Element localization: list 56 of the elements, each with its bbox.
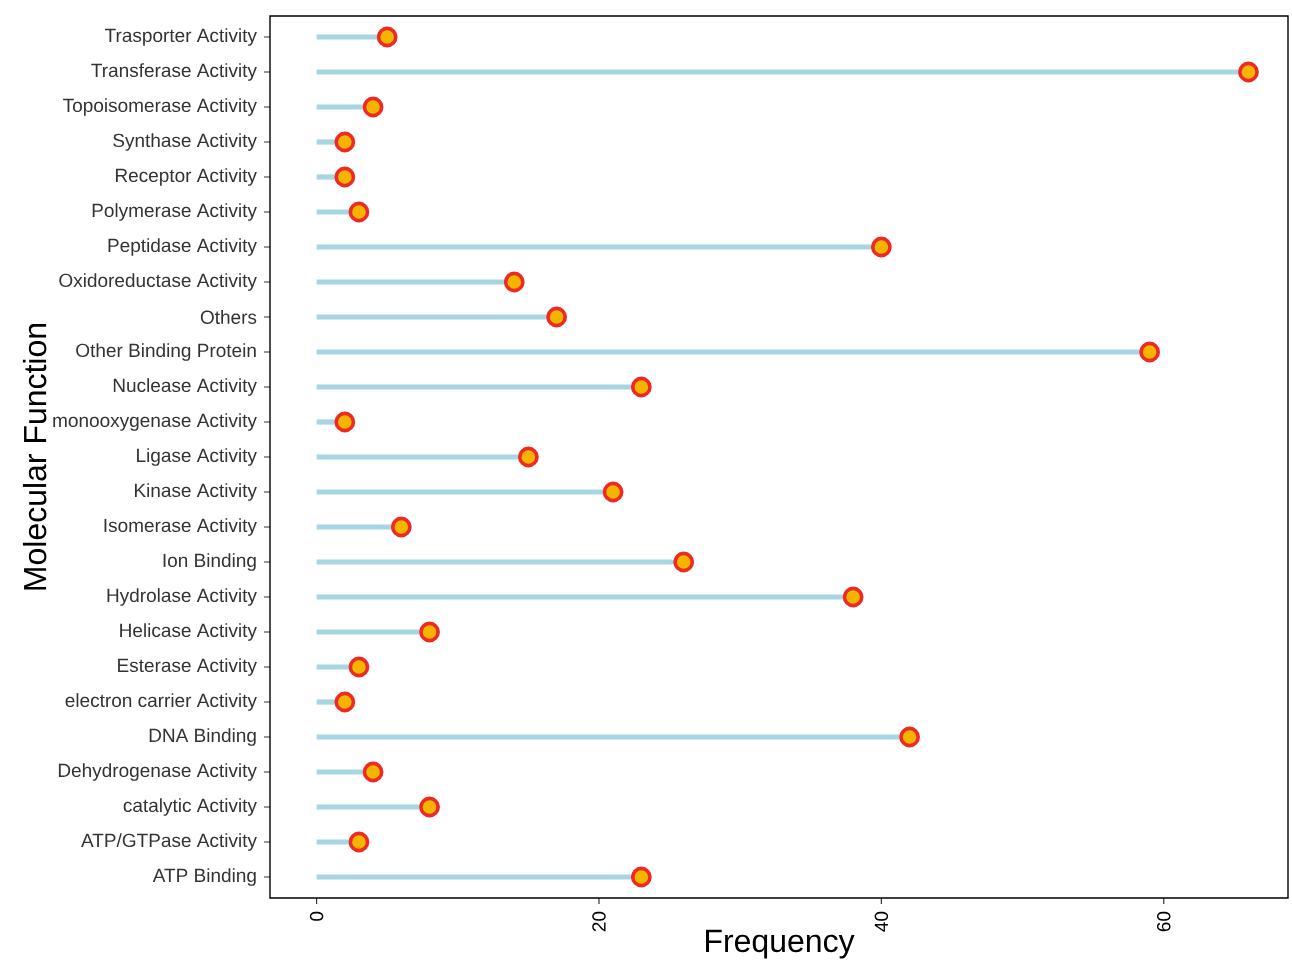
- y-tick-label: Synthase Activity: [113, 133, 257, 151]
- point: [334, 131, 356, 153]
- x-tick-label: 0: [309, 911, 324, 921]
- point: [348, 831, 370, 853]
- point: [870, 236, 892, 258]
- point: [673, 551, 695, 573]
- x-tick-label: 20: [592, 911, 606, 932]
- y-tick-label: Helicase Activity: [120, 623, 257, 641]
- y-tick-label: ATP/GTPase Activity: [81, 833, 257, 851]
- point: [362, 761, 384, 783]
- y-tick-label: Nuclease Activity: [113, 378, 257, 396]
- point: [348, 201, 370, 223]
- y-tick-label: Topoisomerase Activity: [63, 98, 257, 116]
- point: [630, 376, 652, 398]
- y-tick-label: DNA Binding: [149, 728, 256, 746]
- y-tick-label: electron carrier Activity: [65, 693, 257, 711]
- y-tick-label: Kinase Activity: [134, 483, 257, 501]
- y-tick-label: monooxygenase Activity: [53, 413, 257, 431]
- point: [1238, 61, 1259, 83]
- y-tick-label: Dehydrogenase Activity: [58, 763, 257, 781]
- y-tick-label: Ligase Activity: [137, 448, 257, 466]
- point: [362, 96, 384, 118]
- y-tick-label: catalytic Activity: [123, 798, 257, 816]
- point: [334, 411, 356, 433]
- y-tick-label: Other Binding Protein: [76, 343, 256, 361]
- point: [419, 796, 440, 818]
- point: [419, 621, 440, 643]
- y-tick-label: Transferase Activity: [91, 63, 257, 81]
- x-axis-title: Frequency: [706, 929, 855, 959]
- y-tick-label: Hydrolase Activity: [107, 588, 257, 606]
- y-tick-label: Esterase Activity: [118, 658, 257, 676]
- point: [1139, 341, 1161, 363]
- x-tick-label: 40: [874, 911, 889, 932]
- y-tick-label: ATP Binding: [152, 868, 256, 886]
- point: [546, 306, 568, 328]
- point: [334, 691, 356, 713]
- y-tick-label: Receptor Activity: [115, 168, 257, 186]
- point: [334, 166, 356, 188]
- y-tick-label: Trasporter Activity: [105, 28, 257, 46]
- y-tick-label: Isomerase Activity: [104, 518, 257, 536]
- y-tick-label: Peptidase Activity: [108, 238, 257, 256]
- point: [899, 726, 920, 748]
- point: [517, 446, 539, 468]
- point: [602, 481, 624, 503]
- point: [376, 26, 398, 48]
- x-tick-label: 60: [1157, 911, 1171, 932]
- point: [842, 586, 864, 608]
- point: [503, 271, 525, 293]
- point: [390, 516, 412, 538]
- y-axis-title: Molecular Function: [22, 323, 47, 590]
- y-tick-label: Polymerase Activity: [92, 203, 257, 221]
- y-tick-label: Ion Binding: [163, 553, 256, 571]
- point: [630, 866, 652, 888]
- y-tick-label: Others: [200, 310, 257, 324]
- point: [348, 656, 370, 678]
- y-tick-label: Oxidoreductase Activity: [59, 273, 257, 291]
